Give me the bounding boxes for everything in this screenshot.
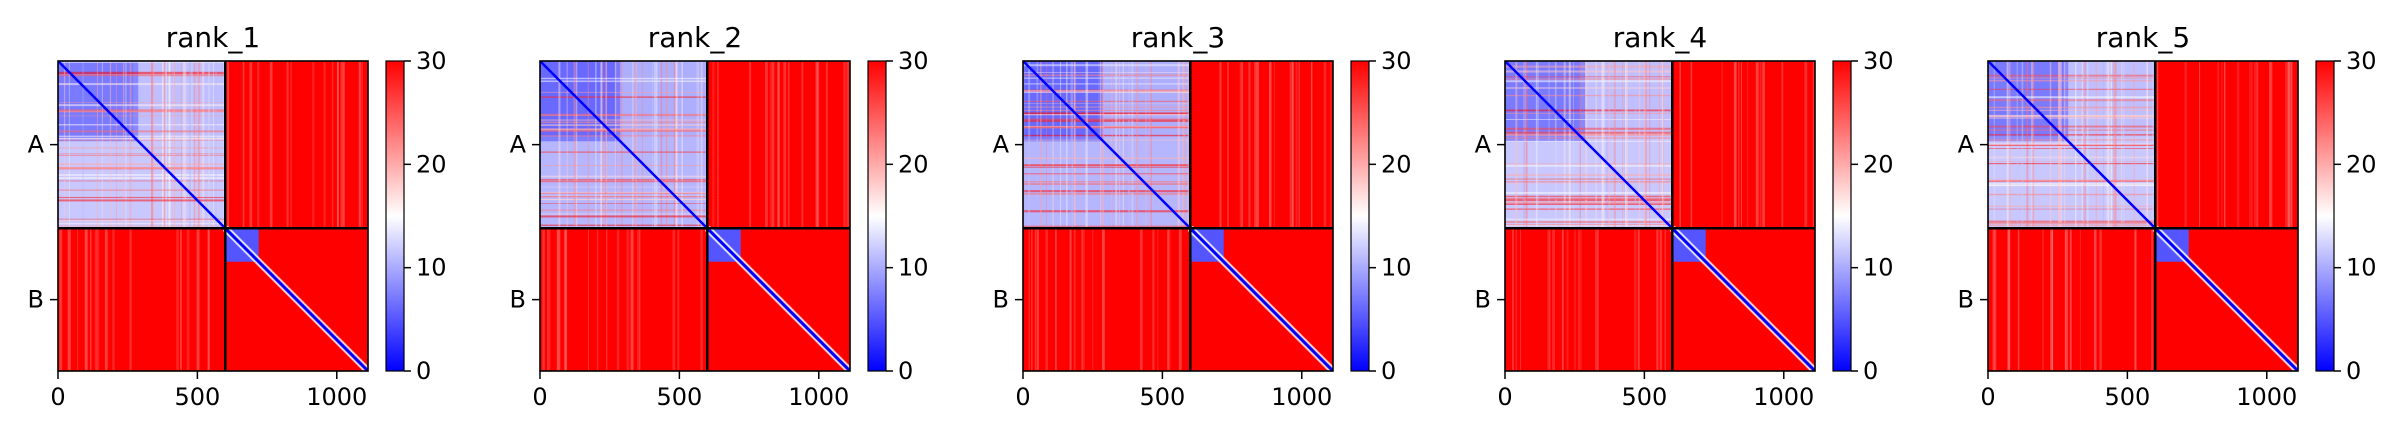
panel-title: rank_3 (1131, 21, 1225, 54)
colorbar-tick-label: 10 (416, 254, 447, 282)
colorbar (385, 60, 405, 372)
colorbar-tick-label: 0 (416, 357, 431, 385)
x-tick-label: 1000 (1271, 383, 1332, 411)
pae-matrix (1505, 61, 1815, 371)
y-tick-label: A (28, 131, 45, 159)
pae-matrix (540, 61, 850, 371)
colorbar (1832, 60, 1852, 372)
colorbar (867, 60, 887, 372)
y-tick-label: B (510, 286, 526, 314)
panel-rank_3: rank_3 A B 0 500 1000 0 10 20 30 (993, 21, 1412, 411)
colorbar-tick-label: 10 (898, 254, 929, 282)
y-tick-label: A (1958, 131, 1975, 159)
x-tick-label: 1000 (306, 383, 367, 411)
y-tick-label: B (1958, 286, 1974, 314)
colorbar-tick-label: 20 (898, 150, 929, 178)
axes-frame (57, 60, 369, 372)
x-tick-label: 1000 (788, 383, 849, 411)
axes-frame (1504, 60, 1816, 372)
colorbar-tick-label: 0 (2346, 357, 2361, 385)
colorbar-tick-label: 20 (1863, 150, 1894, 178)
axes-frame (1022, 60, 1334, 372)
colorbar-tick-label: 0 (1863, 357, 1878, 385)
panel-title: rank_2 (648, 21, 742, 54)
axes-frame (539, 60, 851, 372)
panel-rank_1: rank_1 A B 0 500 1000 0 10 20 30 (28, 21, 447, 411)
colorbar-tick-label: 30 (1381, 47, 1412, 75)
x-tick-label: 0 (532, 383, 547, 411)
pae-matrix (1988, 61, 2298, 371)
colorbar-tick-label: 20 (1381, 150, 1412, 178)
x-tick-label: 500 (2104, 383, 2150, 411)
pae-matrix (1023, 61, 1333, 371)
colorbar-tick-label: 30 (416, 47, 447, 75)
x-tick-label: 500 (1139, 383, 1185, 411)
y-tick-label: A (993, 131, 1010, 159)
panel-rank_5: rank_5 A B 0 500 1000 0 10 20 30 (1958, 21, 2377, 411)
colorbar-tick-label: 30 (1863, 47, 1894, 75)
y-tick-label: A (510, 131, 527, 159)
panel-rank_4: rank_4 A B 0 500 1000 0 10 20 30 (1475, 21, 1894, 411)
x-tick-label: 500 (1621, 383, 1667, 411)
x-tick-label: 1000 (1753, 383, 1814, 411)
axes-frame (1987, 60, 2299, 372)
x-tick-label: 0 (1980, 383, 1995, 411)
x-tick-label: 0 (1497, 383, 1512, 411)
colorbar-tick-label: 30 (2346, 47, 2377, 75)
colorbar-tick-label: 10 (1863, 254, 1894, 282)
x-tick-label: 0 (50, 383, 65, 411)
colorbar-tick-label: 10 (1381, 254, 1412, 282)
x-tick-label: 0 (1015, 383, 1030, 411)
colorbar-tick-label: 30 (898, 47, 929, 75)
panel-title: rank_4 (1613, 21, 1707, 54)
colorbar-tick-label: 20 (2346, 150, 2377, 178)
y-tick-label: B (28, 286, 44, 314)
colorbar-tick-label: 10 (2346, 254, 2377, 282)
colorbar (2315, 60, 2335, 372)
colorbar-tick-label: 0 (1381, 357, 1396, 385)
x-tick-label: 500 (174, 383, 220, 411)
colorbar-tick-label: 0 (898, 357, 913, 385)
panel-title: rank_1 (166, 21, 260, 54)
panel-rank_2: rank_2 A B 0 500 1000 0 10 20 30 (510, 21, 929, 411)
colorbar (1350, 60, 1370, 372)
y-tick-label: B (993, 286, 1009, 314)
y-tick-label: B (1475, 286, 1491, 314)
y-tick-label: A (1475, 131, 1492, 159)
x-tick-label: 500 (656, 383, 702, 411)
panel-title: rank_5 (2096, 21, 2190, 54)
colorbar-tick-label: 20 (416, 150, 447, 178)
pae-matrix (58, 61, 368, 371)
x-tick-label: 1000 (2236, 383, 2297, 411)
